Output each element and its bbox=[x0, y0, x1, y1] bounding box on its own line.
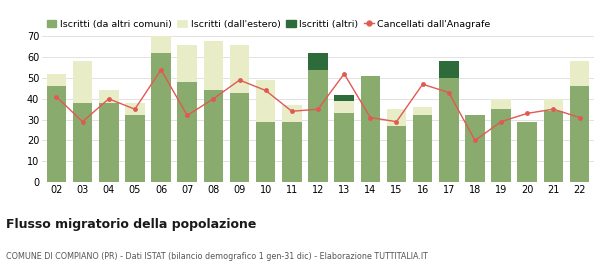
Bar bbox=[570, 61, 589, 86]
Bar bbox=[125, 103, 145, 115]
Bar bbox=[151, 53, 171, 182]
Bar bbox=[570, 86, 589, 182]
Bar bbox=[334, 95, 354, 101]
Bar bbox=[491, 109, 511, 182]
Bar bbox=[334, 113, 354, 182]
Bar bbox=[99, 103, 119, 182]
Text: COMUNE DI COMPIANO (PR) - Dati ISTAT (bilancio demografico 1 gen-31 dic) - Elabo: COMUNE DI COMPIANO (PR) - Dati ISTAT (bi… bbox=[6, 252, 428, 261]
Bar bbox=[544, 99, 563, 111]
Bar bbox=[544, 111, 563, 182]
Bar bbox=[491, 99, 511, 109]
Bar bbox=[99, 90, 119, 103]
Bar bbox=[125, 115, 145, 182]
Bar bbox=[282, 122, 302, 182]
Bar bbox=[73, 103, 92, 182]
Bar bbox=[47, 74, 66, 86]
Bar bbox=[413, 115, 433, 182]
Bar bbox=[361, 76, 380, 182]
Bar bbox=[230, 45, 250, 93]
Bar bbox=[282, 105, 302, 122]
Bar bbox=[439, 61, 458, 78]
Bar bbox=[256, 122, 275, 182]
Bar bbox=[308, 53, 328, 70]
Bar bbox=[203, 90, 223, 182]
Bar bbox=[178, 82, 197, 182]
Bar bbox=[256, 80, 275, 122]
Bar bbox=[73, 61, 92, 103]
Text: Flusso migratorio della popolazione: Flusso migratorio della popolazione bbox=[6, 218, 256, 231]
Bar bbox=[178, 45, 197, 82]
Bar bbox=[203, 41, 223, 90]
Bar bbox=[439, 78, 458, 182]
Bar bbox=[465, 115, 485, 182]
Bar bbox=[517, 122, 537, 182]
Bar bbox=[413, 107, 433, 115]
Legend: Iscritti (da altri comuni), Iscritti (dall'estero), Iscritti (altri), Cancellati: Iscritti (da altri comuni), Iscritti (da… bbox=[47, 20, 491, 29]
Bar bbox=[386, 109, 406, 126]
Bar bbox=[308, 70, 328, 182]
Bar bbox=[47, 86, 66, 182]
Bar bbox=[230, 93, 250, 182]
Bar bbox=[334, 101, 354, 113]
Bar bbox=[151, 36, 171, 53]
Bar bbox=[386, 126, 406, 182]
